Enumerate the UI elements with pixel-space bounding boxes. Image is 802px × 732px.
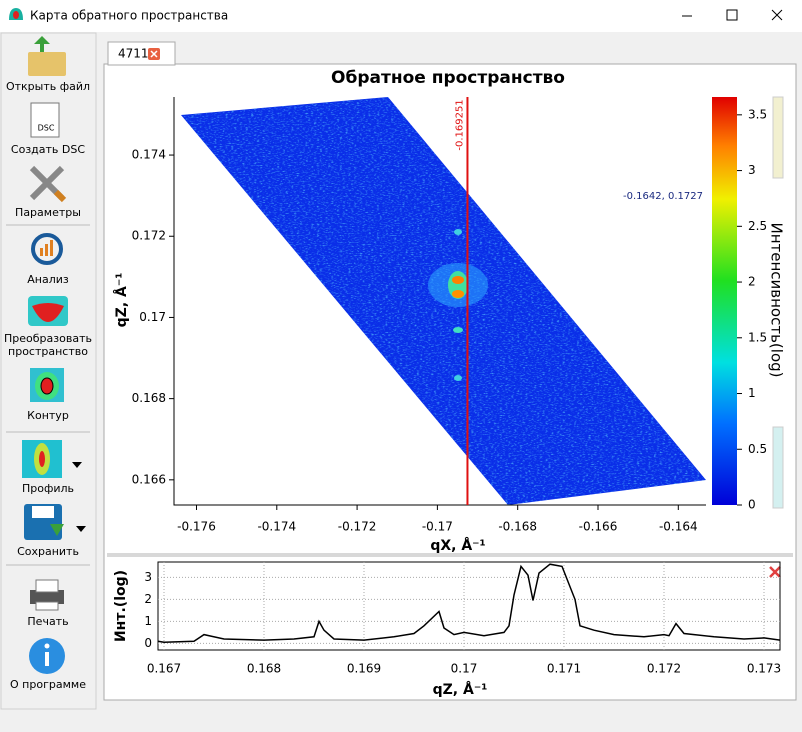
- peak-core: [452, 276, 464, 284]
- toolbar-button-label[interactable]: Сохранить: [17, 545, 79, 558]
- y-tick-label: 0.172: [132, 229, 166, 243]
- y-tick-label: 0.166: [132, 472, 166, 486]
- axis-frame: [173, 97, 706, 506]
- y-tick-label: 0.168: [132, 391, 166, 405]
- x-tick-label: -0.176: [177, 520, 216, 534]
- x-tick-label: 0.172: [647, 662, 681, 676]
- x-tick-label: 0.168: [247, 662, 281, 676]
- colorbar-tick-label: 3: [748, 163, 756, 177]
- dsc-icon[interactable]: DSC: [30, 102, 60, 138]
- toolbar-button-label[interactable]: Создать DSC: [10, 143, 86, 156]
- x-tick-label: 0.167: [147, 662, 181, 676]
- spot: [454, 375, 462, 381]
- save-icon[interactable]: [24, 504, 86, 540]
- svg-text:DSC: DSC: [38, 124, 55, 133]
- toolbar-button-label[interactable]: Контур: [27, 409, 69, 422]
- settings-icon[interactable]: [29, 165, 67, 203]
- chart-title: Обратное пространство: [331, 68, 565, 88]
- tab-label[interactable]: 4711: [118, 47, 149, 61]
- x-tick-label: -0.166: [579, 520, 618, 534]
- x-tick-label: -0.172: [338, 520, 377, 534]
- window-title: Карта обратного пространства: [30, 9, 228, 23]
- maximize-button[interactable]: [726, 9, 738, 21]
- x-tick-label: -0.164: [659, 520, 698, 534]
- x-axis-label: qX, Å⁻¹: [430, 537, 485, 554]
- colorbar-tick-label: 1.5: [748, 330, 767, 344]
- about-icon[interactable]: [29, 638, 65, 674]
- print-icon[interactable]: [30, 579, 64, 611]
- title-bar: [0, 0, 802, 32]
- y-tick-label: 1: [144, 614, 152, 628]
- colorbar-tick-label: 0: [748, 498, 756, 512]
- toolbar-button-label[interactable]: О программе: [10, 678, 86, 691]
- close-button[interactable]: [771, 9, 783, 21]
- tab-close-x[interactable]: [150, 50, 158, 58]
- profile-x-label: qZ, Å⁻¹: [433, 681, 488, 698]
- toolbar-frame: [0, 32, 97, 710]
- y-tick-label: 2: [144, 592, 152, 606]
- y-tick-label: 3: [144, 570, 152, 584]
- toolbar-button-label[interactable]: Параметры: [15, 206, 81, 219]
- colorbar-tick-label: 2.5: [748, 219, 767, 233]
- x-tick-label: 0.171: [547, 662, 581, 676]
- toolbar-button-label[interactable]: Печать: [27, 615, 69, 628]
- plot-frame: [157, 561, 781, 651]
- y-tick-label: 0.174: [132, 148, 166, 162]
- toolbar-button-label[interactable]: Преобразовать пространство: [4, 332, 92, 358]
- x-tick-label: -0.168: [498, 520, 537, 534]
- profile-line: [157, 563, 781, 644]
- profile-icon[interactable]: [22, 440, 82, 478]
- x-tick-label: 0.17: [451, 662, 478, 676]
- y-tick-label: 0.17: [139, 310, 166, 324]
- y-axis-label: qZ, Å⁻¹: [113, 273, 130, 328]
- colorbar-tick-label: 3.5: [748, 107, 767, 121]
- colorbar-label: Интенсивность(log): [768, 222, 786, 377]
- transform-icon[interactable]: [28, 296, 68, 326]
- splitter[interactable]: [107, 553, 793, 557]
- toolbar-button-label[interactable]: Анализ: [27, 273, 69, 286]
- range-handle[interactable]: [772, 96, 784, 179]
- x-tick-label: 0.173: [747, 662, 781, 676]
- colorbar-tick-label: 0.5: [748, 442, 767, 456]
- colorbar: [712, 97, 737, 505]
- y-tick-label: 0: [144, 636, 152, 650]
- toolbar-button-label[interactable]: Профиль: [21, 482, 75, 495]
- colorbar-tick-label: 1: [748, 386, 756, 400]
- contour-icon[interactable]: [30, 368, 64, 402]
- analysis-icon[interactable]: [31, 233, 63, 265]
- x-tick-label: -0.17: [422, 520, 453, 534]
- peak-core: [452, 290, 464, 298]
- x-tick-label: -0.174: [257, 520, 296, 534]
- range-handle[interactable]: [772, 426, 784, 509]
- open-icon[interactable]: [28, 36, 66, 76]
- app-icon-core: [13, 11, 19, 19]
- marker-label: -0.169251: [454, 99, 465, 150]
- spot: [454, 229, 462, 235]
- profile-y-label: Инт.(log): [113, 570, 129, 642]
- toolbar-button-label[interactable]: Открыть файл: [5, 80, 91, 93]
- spot: [453, 327, 463, 333]
- colorbar-tick-label: 2: [748, 275, 756, 289]
- profile-close[interactable]: [769, 566, 781, 578]
- cursor-readout: -0.1642, 0.1727: [623, 191, 703, 202]
- x-tick-label: 0.169: [347, 662, 381, 676]
